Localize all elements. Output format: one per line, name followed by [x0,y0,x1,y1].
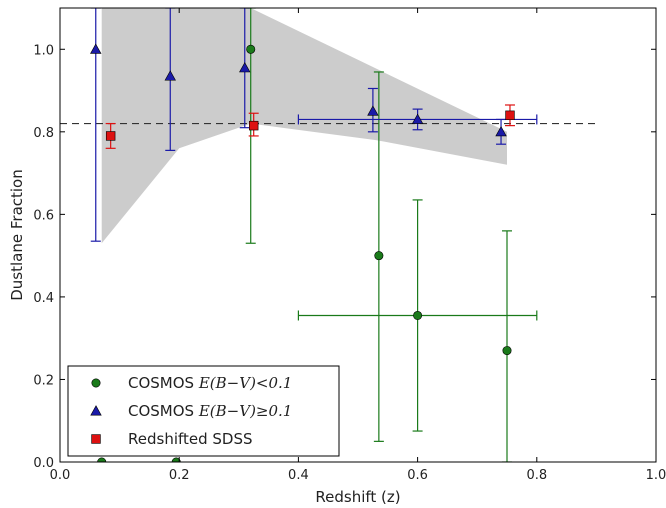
legend-marker-3 [91,434,101,444]
series-1-point-5-marker [413,310,423,320]
series-2-point-5-marker [411,113,424,124]
legend-label-3-text: Redshifted SDSS [128,430,253,448]
y-tick-label-4: 0.8 [33,126,54,141]
x-tick-label-0: 0.0 [50,468,71,483]
legend-label-1-text: COSMOS [128,374,199,392]
series-1-point-6-marker [502,346,512,356]
series-1-point-4-marker [374,251,384,261]
series-3-point-2-marker [249,120,259,131]
x-tick-label-3: 0.6 [407,468,428,483]
legend-marker-1 [91,378,101,388]
legend-label-2-math: E(B−V)≥0.1 [198,402,293,420]
series-3-point-3-marker [505,110,515,121]
series-2-point-2-marker [164,70,176,81]
x-axis-label: Redshift (z) [315,488,400,506]
y-tick-label-2: 0.4 [33,291,54,306]
legend-frame [67,365,340,457]
legend-marker-2 [90,405,102,416]
legend-label-3: Redshifted SDSS [128,430,253,448]
legend-label-1-math: E(B−V)<0.1 [198,374,293,392]
x-tick-label-1: 0.2 [169,468,190,483]
x-tick-label-4: 0.8 [526,468,547,483]
series-1-point-3-marker [246,44,256,54]
series-3-point-1-marker [105,131,116,141]
y-tick-label-5: 1.0 [33,43,54,58]
y-tick-label-1: 0.2 [33,373,54,388]
series-2-point-3-marker [239,62,251,73]
series-2-point-4-marker [367,105,379,116]
y-axis-label: Dustlane Fraction [8,169,26,301]
y-tick-label-3: 0.6 [33,208,54,223]
x-tick-label-5: 1.0 [646,468,666,483]
series-2-point-6-marker [495,126,507,137]
y-tick-label-0: 0.0 [33,456,54,471]
legend-label-2: COSMOS E(B−V)≥0.1 [128,402,292,420]
series-2-point-1-marker [90,43,102,54]
x-tick-label-2: 0.4 [288,468,309,483]
plot-frame [59,7,657,463]
legend-label-2-text: COSMOS [128,402,199,420]
confidence-band [101,8,507,244]
legend-label-1: COSMOS E(B−V)<0.1 [128,374,292,392]
